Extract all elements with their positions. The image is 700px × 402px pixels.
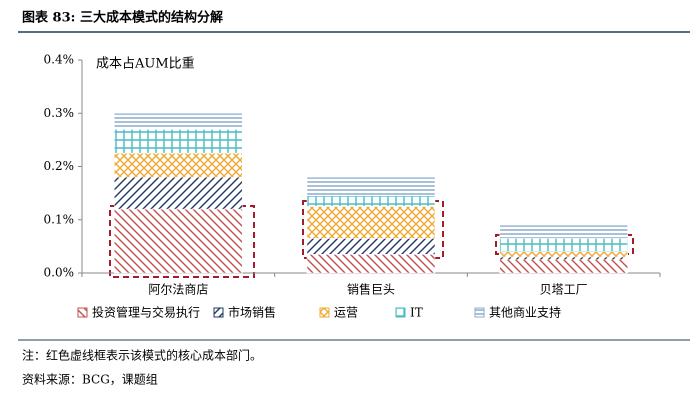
legend-swatch bbox=[213, 307, 224, 318]
bar-segment bbox=[499, 251, 628, 258]
y-tick-label: 0.3% bbox=[44, 106, 75, 120]
legend-label: 市场销售 bbox=[228, 305, 276, 320]
bar-segment bbox=[306, 238, 436, 255]
source: 资料来源：BCG，课题组 bbox=[22, 373, 158, 387]
x-tick-label: 阿尔法商店 bbox=[148, 282, 208, 297]
bar-segment bbox=[114, 208, 243, 274]
bar-segment bbox=[499, 259, 628, 274]
bar-segment bbox=[306, 254, 436, 274]
bar-segment bbox=[306, 176, 436, 197]
legend-swatch bbox=[395, 307, 406, 318]
bar-segment bbox=[306, 206, 436, 239]
y-label: 成本占AUM比重 bbox=[96, 56, 195, 72]
legend-label: 其他商业支持 bbox=[489, 305, 561, 320]
legend-swatch bbox=[319, 307, 330, 318]
bar-segment bbox=[114, 176, 243, 210]
note: 注：红色虚线框表示该模式的核心成本部门。 bbox=[22, 348, 262, 363]
bar-segment bbox=[499, 256, 628, 260]
y-tick-label: 0.0% bbox=[44, 266, 75, 280]
y-tick-label: 0.1% bbox=[44, 212, 75, 226]
bar-segment bbox=[499, 224, 628, 239]
header: 图表 83: 三大成本模式的结构分解 bbox=[22, 10, 223, 26]
legend-swatch bbox=[474, 307, 485, 318]
legend-swatch bbox=[77, 307, 88, 318]
y-tick-label: 0.2% bbox=[44, 159, 75, 173]
legend-label: IT bbox=[410, 306, 423, 320]
bar-segment bbox=[114, 152, 243, 178]
x-tick-label: 销售巨头 bbox=[347, 282, 395, 297]
bar-segment bbox=[114, 128, 243, 154]
x-tick-label: 贝塔工厂 bbox=[540, 283, 588, 297]
legend-label: 运营 bbox=[334, 306, 358, 320]
bar-segment bbox=[114, 113, 243, 130]
legend-label: 投资管理与交易执行 bbox=[92, 305, 200, 320]
y-tick-label: 0.4% bbox=[44, 53, 75, 67]
bar-segment bbox=[306, 195, 436, 207]
bar-segment bbox=[499, 238, 628, 252]
